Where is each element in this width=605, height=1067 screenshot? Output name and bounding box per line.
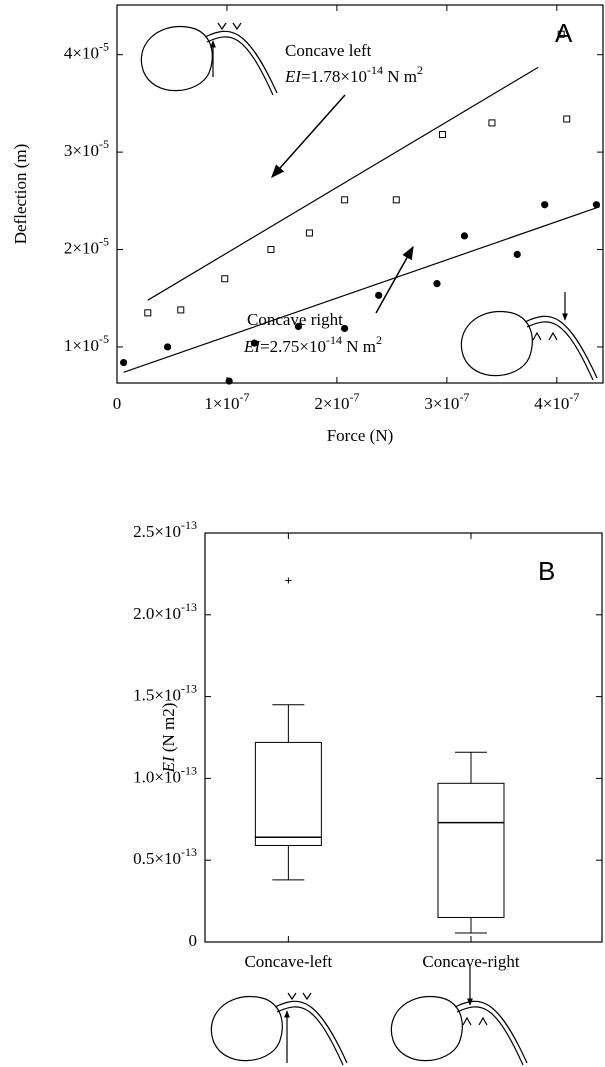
x-axis-label: Force (N) (327, 426, 394, 445)
cell-sketch-concave-right (460, 292, 598, 381)
data-point (119, 358, 128, 367)
data-point (541, 201, 549, 209)
annotation: B (538, 556, 555, 586)
y-tick-label: 2.0×10-13 (133, 600, 197, 623)
annotation-arrow (375, 245, 414, 314)
annotation: EI=1.78×10-14 N m2 (284, 63, 423, 86)
annotation: EI=2.75×10-14 N m2 (243, 333, 382, 356)
data-point (341, 324, 349, 333)
annotation: Concave right (247, 310, 343, 329)
y-tick-label: 4×10-5 (64, 39, 109, 62)
x-tick-label: 1×10-7 (204, 390, 249, 413)
fit-line (147, 66, 539, 301)
x-tick-label: 0 (113, 394, 122, 413)
data-point (267, 246, 275, 254)
y-tick-label: 2.5×10-13 (133, 518, 197, 541)
outlier (285, 577, 292, 584)
cell-sketch-concave-left (210, 992, 348, 1066)
data-point (488, 119, 496, 127)
data-point (563, 115, 571, 123)
data-point (392, 196, 400, 204)
cell-sketch-concave-right (390, 965, 528, 1066)
box (437, 782, 505, 918)
y-axis-label: EI (N m2) (159, 703, 178, 774)
y-tick-label: 2×10-5 (64, 234, 109, 257)
box (254, 741, 322, 846)
data-point (438, 131, 446, 139)
fit-line (123, 206, 600, 373)
annotation: Concave left (285, 41, 372, 60)
x-tick-label: 3×10-7 (424, 390, 469, 413)
data-point (592, 201, 601, 209)
y-tick-label: 1×10-5 (64, 332, 109, 355)
data-point (294, 322, 303, 331)
data-point (433, 280, 441, 288)
data-point (341, 196, 349, 204)
data-point (177, 306, 185, 314)
data-point (375, 291, 383, 299)
y-tick-label: 1.5×10-13 (133, 681, 197, 704)
x-tick-label: Concave-left (244, 952, 332, 971)
plot-frame (116, 4, 604, 384)
y-tick-label: 0.5×10-13 (133, 845, 197, 868)
x-tick-label: 4×10-7 (534, 390, 579, 413)
data-point (513, 250, 521, 259)
plot-frame (204, 532, 603, 943)
annotation: A (555, 18, 573, 48)
data-point (305, 229, 313, 237)
annotation-arrow (271, 94, 346, 179)
y-axis-label: Deflection (m) (11, 144, 30, 245)
y-tick-label: 3×10-5 (64, 137, 109, 160)
data-point (144, 309, 152, 317)
data-point (163, 343, 172, 351)
data-point (225, 377, 233, 385)
x-tick-label: Concave-right (422, 952, 520, 971)
data-point (557, 30, 565, 38)
data-point (250, 339, 259, 347)
y-tick-label: 0 (189, 931, 198, 950)
y-tick-label: 1.0×10-13 (133, 763, 197, 786)
data-point (460, 232, 469, 240)
x-tick-label: 2×10-7 (314, 390, 359, 413)
data-point (221, 275, 229, 283)
cell-sketch-concave-left (140, 22, 278, 96)
